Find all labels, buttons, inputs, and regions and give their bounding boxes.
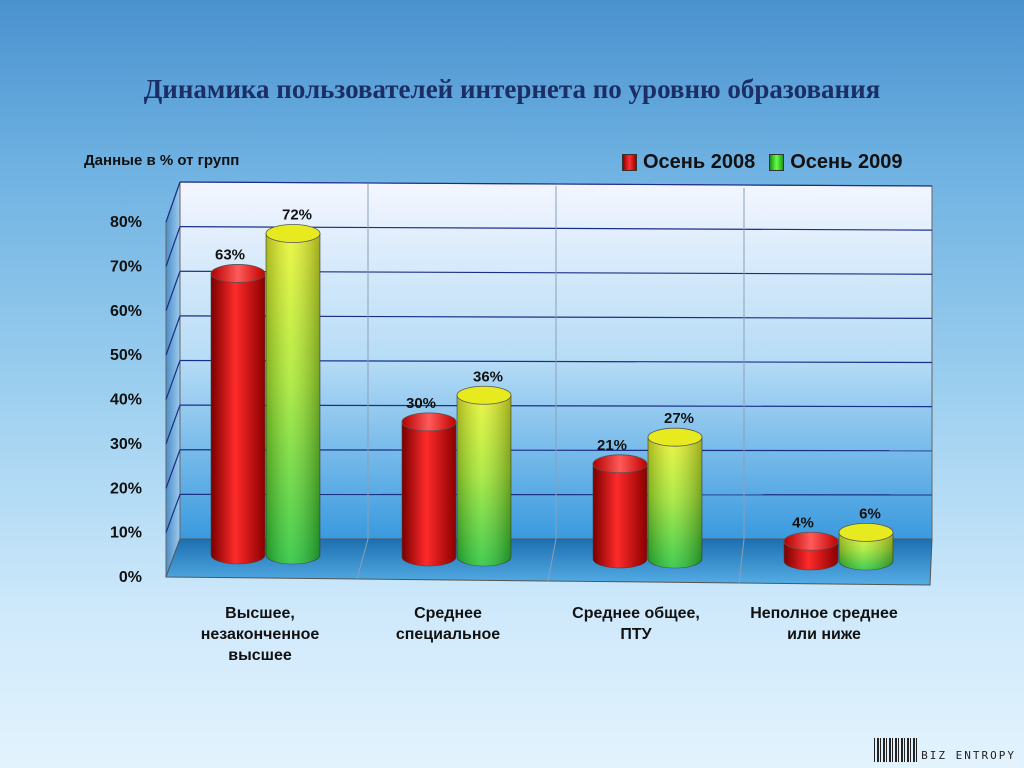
gridline-side: [165, 360, 181, 400]
gridline-side: [165, 315, 181, 356]
gridline-side: [165, 271, 181, 311]
logo-text: BIZ ENTROPY: [921, 749, 1016, 762]
y-tick-label: 10%: [110, 525, 142, 542]
bar-shade: [648, 437, 702, 568]
gridline: [179, 181, 933, 187]
legend-label-2008: Осень 2008: [643, 150, 756, 173]
bar-top-2009-2: [647, 427, 703, 447]
unit-label: Данные в % от групп: [84, 152, 240, 169]
gridline-side: [165, 226, 181, 267]
legend-swatch-2008: [622, 153, 637, 171]
bar-2008-2: [592, 463, 648, 569]
category-divider-floor: [738, 538, 745, 584]
data-label-2009-1: 36%: [473, 368, 503, 385]
y-tick-label: 80%: [110, 214, 142, 231]
y-tick-label: 60%: [110, 303, 142, 320]
y-tick-label: 0%: [119, 569, 142, 586]
y-tick-label: 40%: [110, 392, 142, 409]
bar-top-2009-3: [838, 522, 894, 542]
gridline-side: [165, 404, 181, 445]
data-label-2009-3: 6%: [859, 505, 881, 522]
category-label-3: Неполное среднее или ниже: [750, 605, 898, 643]
gridline-side: [165, 494, 181, 533]
bar-top-2009-1: [456, 385, 512, 405]
category-divider-floor: [356, 538, 369, 580]
data-label-2008-1: 30%: [406, 395, 436, 412]
bar-top-2008-2: [592, 454, 648, 474]
bar-top-2008-0: [210, 264, 266, 283]
legend: Осень 2008 Осень 2009: [622, 150, 902, 174]
data-label-2008-2: 21%: [597, 437, 627, 454]
y-tick-label: 50%: [110, 347, 142, 364]
legend-item-2009: Осень 2009: [769, 151, 902, 174]
data-label-2008-3: 4%: [792, 514, 814, 531]
data-label-2008-0: 63%: [215, 246, 245, 263]
y-tick-label: 30%: [110, 436, 142, 453]
bar-shade: [266, 233, 320, 564]
category-divider-floor: [547, 538, 557, 582]
chart-title: Динамика пользователей интернета по уров…: [143, 74, 881, 104]
gridline-side: [165, 449, 181, 489]
data-label-2009-2: 27%: [664, 410, 694, 427]
y-tick-label: 20%: [110, 480, 142, 497]
bar-top-2008-3: [783, 531, 839, 551]
bar-top-2008-1: [401, 412, 457, 432]
bar-shade: [457, 395, 511, 566]
gridline-side: [165, 181, 181, 223]
barcode-icon: [874, 738, 919, 762]
bar-shade: [839, 532, 893, 570]
bizentropy-logo: BIZ ENTROPY: [874, 738, 1016, 762]
category-label-0: Высшее, незаконченное высшее: [200, 605, 320, 664]
bar-top-2009-0: [265, 224, 321, 243]
bar-2008-1: [401, 421, 457, 567]
legend-item-2008: Осень 2008: [622, 151, 755, 174]
category-label-1: Среднее специальное: [395, 605, 501, 643]
data-label-2009-0: 72%: [282, 207, 312, 224]
legend-label-2009: Осень 2009: [790, 150, 903, 173]
category-label-2: Среднее общее, ПТУ: [572, 605, 700, 643]
bar-2008-0: [210, 273, 266, 565]
legend-swatch-2009: [769, 153, 785, 171]
y-tick-label: 70%: [110, 258, 142, 275]
